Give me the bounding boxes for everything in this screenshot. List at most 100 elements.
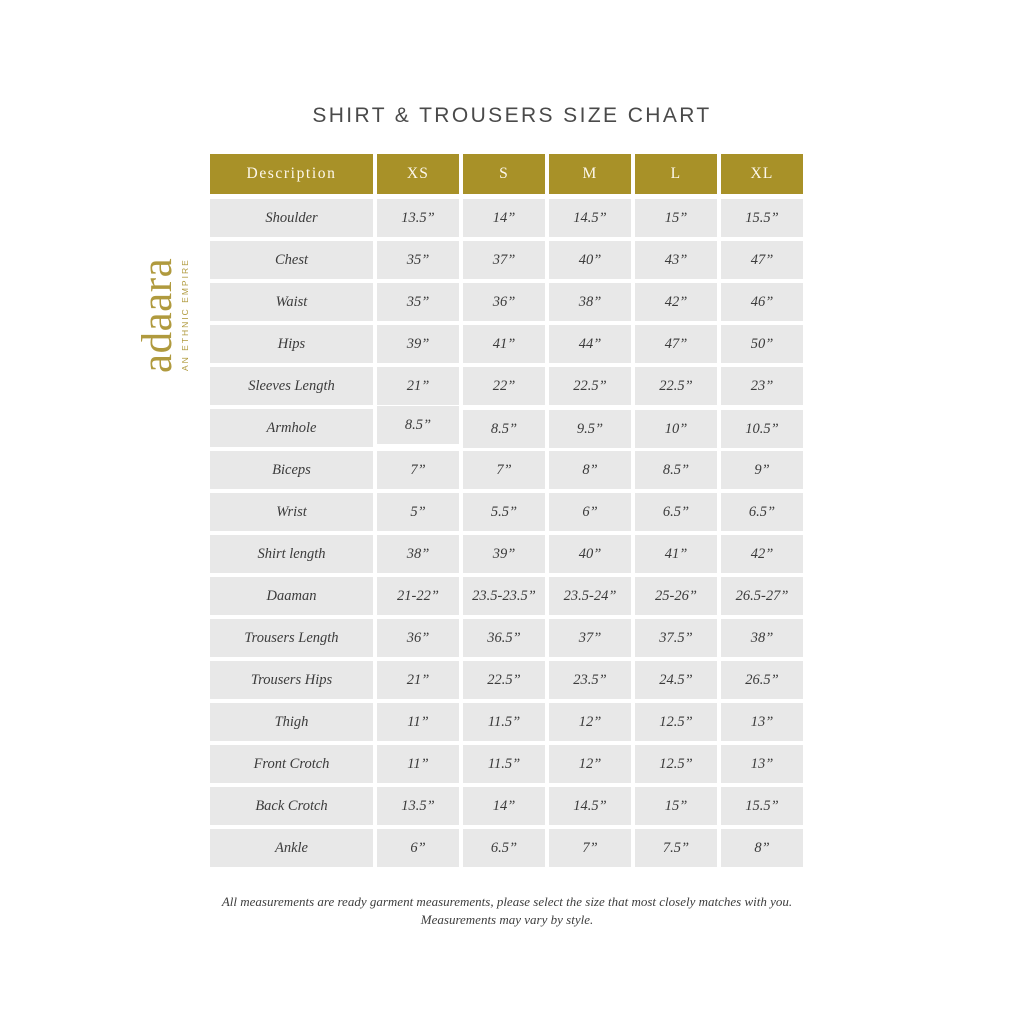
measurement-cell: 13”	[721, 745, 803, 783]
measurement-cell: 36”	[463, 283, 545, 321]
measurement-cell: 12”	[549, 745, 631, 783]
measurement-cell: 21”	[377, 367, 459, 405]
measurement-cell: 14”	[463, 787, 545, 825]
brand-tagline: AN ETHNIC EMPIRE	[180, 258, 191, 371]
measurement-cell: 44”	[549, 325, 631, 363]
measurement-cell: 5”	[377, 493, 459, 531]
table-row: Chest 35” 37” 40” 43” 47”	[210, 241, 804, 279]
row-label: Daaman	[210, 577, 373, 615]
measurement-cell: 23.5-23.5”	[463, 577, 545, 615]
page-title: SHIRT & TROUSERS SIZE CHART	[312, 104, 712, 127]
row-label: Shoulder	[210, 199, 373, 237]
table-row: Front Crotch 11” 11.5” 12” 12.5” 13”	[210, 745, 804, 783]
measurement-cell: 22”	[463, 367, 545, 405]
measurement-cell: 23.5”	[549, 661, 631, 699]
measurement-cell: 8.5”	[377, 406, 459, 444]
measurement-cell: 11”	[377, 745, 459, 783]
measurement-cell: 35”	[377, 283, 459, 321]
measurement-cell: 11.5”	[463, 703, 545, 741]
column-header-m: M	[549, 154, 631, 194]
brand-logo: adaara AN ETHNIC EMPIRE	[128, 183, 200, 373]
row-label: Back Crotch	[210, 787, 373, 825]
row-label: Trousers Hips	[210, 661, 373, 699]
column-header-description: Description	[210, 154, 373, 194]
measurement-cell: 14.5”	[549, 199, 631, 237]
measurement-cell: 15.5”	[721, 199, 803, 237]
measurements-disclaimer: All measurements are ready garment measu…	[221, 894, 793, 927]
measurement-cell: 43”	[635, 241, 717, 279]
row-label: Armhole	[210, 409, 373, 447]
table-row: Hips 39” 41” 44” 47” 50”	[210, 325, 804, 363]
row-label: Hips	[210, 325, 373, 363]
measurement-cell: 6.5”	[635, 493, 717, 531]
row-label: Wrist	[210, 493, 373, 531]
measurement-cell: 7”	[549, 829, 631, 867]
column-header-s: S	[463, 154, 545, 194]
measurement-cell: 12.5”	[635, 745, 717, 783]
measurement-cell: 24.5”	[635, 661, 717, 699]
measurement-cell: 36”	[377, 619, 459, 657]
measurement-cell: 8”	[721, 829, 803, 867]
measurement-cell: 37”	[463, 241, 545, 279]
measurement-cell: 26.5-27”	[721, 577, 803, 615]
table-row: Armhole 8.5” 8.5” 9.5” 10” 10.5”	[210, 406, 804, 448]
measurement-cell: 7.5”	[635, 829, 717, 867]
table-row: Daaman 21-22” 23.5-23.5” 23.5-24” 25-26” 26.5…	[210, 577, 804, 615]
measurement-cell: 36.5”	[463, 619, 545, 657]
measurement-cell: 21”	[377, 661, 459, 699]
column-header-xs: XS	[377, 154, 459, 194]
measurement-cell: 6.5”	[463, 829, 545, 867]
row-label: Sleeves Length	[210, 367, 373, 405]
measurement-cell: 41”	[635, 535, 717, 573]
measurement-cell: 38”	[377, 535, 459, 573]
column-header-l: L	[635, 154, 717, 194]
row-label: Shirt length	[210, 535, 373, 573]
measurement-cell: 10”	[635, 410, 717, 448]
measurement-cell: 23.5-24”	[549, 577, 631, 615]
table-row: Wrist 5” 5.5” 6” 6.5” 6.5”	[210, 493, 804, 531]
row-label: Waist	[210, 283, 373, 321]
table-row: Shoulder 13.5” 14” 14.5” 15” 15.5”	[210, 199, 804, 237]
measurement-cell: 46”	[721, 283, 803, 321]
table-row: Biceps 7” 7” 8” 8.5” 9”	[210, 451, 804, 489]
column-header-xl: XL	[721, 154, 803, 194]
measurement-cell: 6”	[549, 493, 631, 531]
measurement-cell: 25-26”	[635, 577, 717, 615]
row-label: Ankle	[210, 829, 373, 867]
measurement-cell: 8”	[549, 451, 631, 489]
measurement-cell: 38”	[721, 619, 803, 657]
measurement-cell: 35”	[377, 241, 459, 279]
row-label: Trousers Length	[210, 619, 373, 657]
measurement-cell: 40”	[549, 241, 631, 279]
measurement-cell: 12”	[549, 703, 631, 741]
measurement-cell: 38”	[549, 283, 631, 321]
measurement-cell: 11.5”	[463, 745, 545, 783]
measurement-cell: 47”	[635, 325, 717, 363]
measurement-cell: 40”	[549, 535, 631, 573]
measurement-cell: 21-22”	[377, 577, 459, 615]
measurement-cell: 39”	[377, 325, 459, 363]
measurement-cell: 10.5”	[721, 410, 803, 448]
measurement-cell: 22.5”	[635, 367, 717, 405]
measurement-cell: 39”	[463, 535, 545, 573]
measurement-cell: 5.5”	[463, 493, 545, 531]
table-row: Ankle 6” 6.5” 7” 7.5” 8”	[210, 829, 804, 867]
row-label: Front Crotch	[210, 745, 373, 783]
brand-name: adaara	[133, 257, 181, 373]
measurement-cell: 6”	[377, 829, 459, 867]
measurement-cell: 15.5”	[721, 787, 803, 825]
measurement-cell: 37.5”	[635, 619, 717, 657]
measurement-cell: 15”	[635, 787, 717, 825]
row-label: Biceps	[210, 451, 373, 489]
size-chart-table: Description XS S M L XL Shoulder 13.5” 14” 14.5” 1…	[210, 154, 804, 871]
measurement-cell: 7”	[463, 451, 545, 489]
measurement-cell: 12.5”	[635, 703, 717, 741]
measurement-cell: 26.5”	[721, 661, 803, 699]
table-row: Thigh 11” 11.5” 12” 12.5” 13”	[210, 703, 804, 741]
measurement-cell: 13.5”	[377, 787, 459, 825]
measurement-cell: 9”	[721, 451, 803, 489]
measurement-cell: 50”	[721, 325, 803, 363]
table-row: Sleeves Length 21” 22” 22.5” 22.5” 23”	[210, 367, 804, 405]
row-label: Chest	[210, 241, 373, 279]
